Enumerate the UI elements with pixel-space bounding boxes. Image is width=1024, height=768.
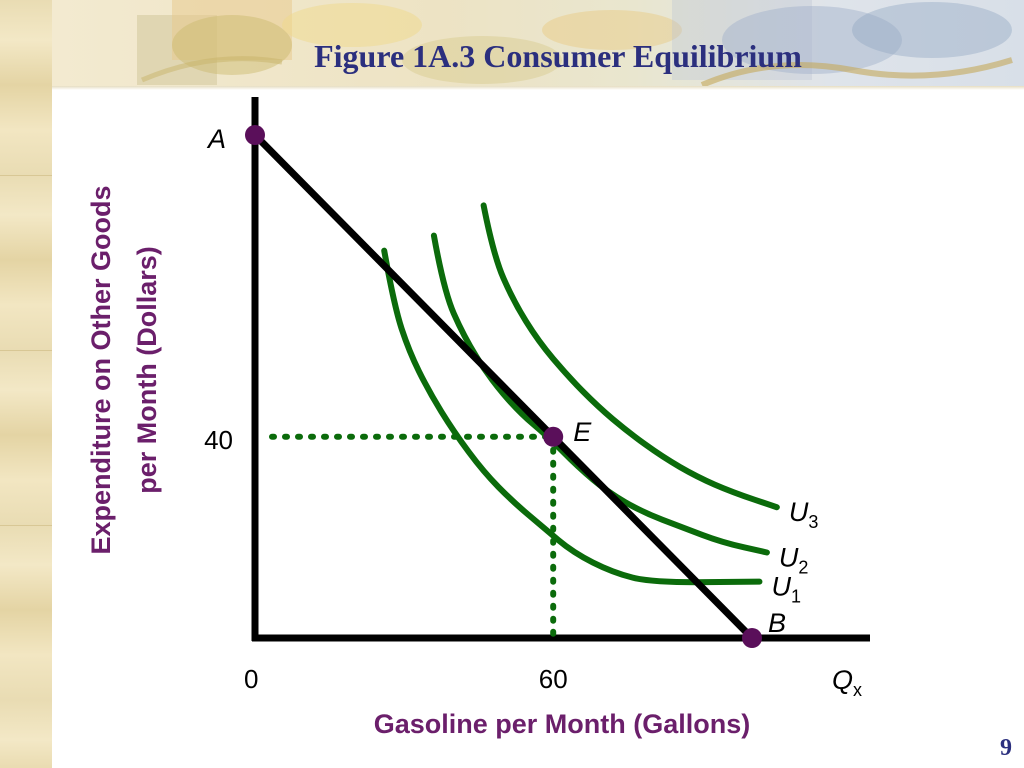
point-e-marker — [543, 426, 564, 447]
x-axis-title: Gasoline per Month (Gallons) — [374, 709, 751, 739]
y-axis-title: Expenditure on Other Goods per Month (Dol… — [86, 185, 162, 554]
point-e-label: E — [573, 417, 592, 447]
budget-line — [252, 132, 755, 641]
decorative-leaves-art — [137, 0, 1013, 88]
point-a-marker — [245, 125, 265, 145]
x-tick-label-0: 0 — [244, 664, 258, 694]
point-a-label: A — [206, 124, 226, 154]
slide-title: Figure 1A.3 Consumer Equilibrium — [314, 38, 802, 74]
y-axis-title-line-1: Expenditure on Other Goods — [86, 185, 116, 554]
strip-seam — [0, 175, 52, 176]
x-tick-label-60: 60 — [539, 664, 568, 694]
strip-seam — [0, 350, 52, 351]
left-decorative-strip — [0, 0, 52, 768]
point-b-marker — [742, 628, 762, 648]
x-axis-end-label: Qx — [832, 665, 862, 700]
page-number: 9 — [1000, 735, 1012, 761]
curve-label-u3: U3 — [789, 497, 819, 532]
curve-label-u2: U2 — [779, 542, 809, 577]
header-decorative-band — [52, 0, 1024, 88]
point-b-label: B — [768, 608, 786, 638]
indifference-curve-u2 — [430, 232, 770, 556]
curve-label-u1: U1 — [771, 572, 801, 607]
y-axis-title-line-2: per Month (Dollars) — [132, 246, 162, 494]
indifference-curve-u3 — [480, 202, 780, 511]
header-shadow — [52, 86, 1024, 90]
strip-seam — [0, 525, 52, 526]
indifference-curve-u1 — [381, 247, 763, 586]
y-tick-label-40: 40 — [204, 425, 233, 455]
